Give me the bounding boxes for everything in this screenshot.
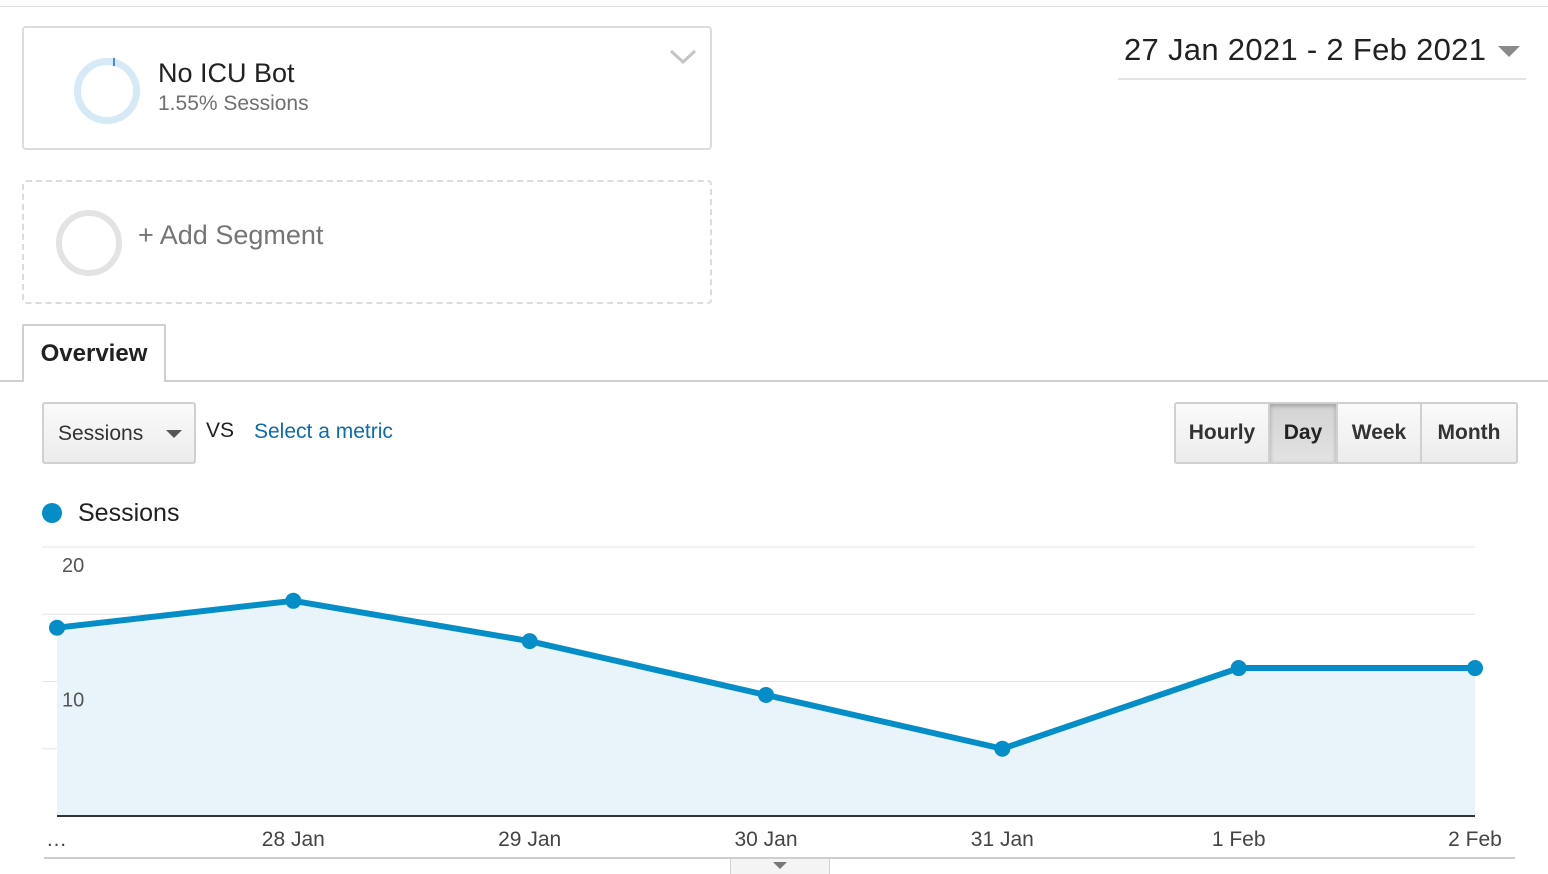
caret-down-icon: [1498, 46, 1520, 57]
chart-expand-handle[interactable]: [730, 858, 830, 874]
data-point-31-jan: [994, 740, 1011, 757]
legend-series-swatch: [42, 503, 62, 523]
metric-select[interactable]: Sessions: [42, 402, 196, 464]
segment-name: No ICU Bot: [158, 58, 295, 88]
x-tick-label: 28 Jan: [262, 828, 325, 851]
chevron-down-icon[interactable]: [668, 46, 698, 66]
tab-bar-divider: [0, 380, 1548, 382]
top-divider: [0, 6, 1548, 7]
caret-down-icon: [773, 862, 787, 869]
x-tick-label: 2 Feb: [1448, 828, 1502, 851]
vs-label: VS: [206, 419, 235, 442]
segment-share-ring-icon: [74, 58, 140, 124]
tab-overview-label: Overview: [40, 340, 148, 367]
empty-segment-ring-icon: [56, 210, 122, 276]
segment-share-indicator: [113, 58, 115, 66]
x-tick-label: 1 Feb: [1212, 828, 1266, 851]
date-range-picker[interactable]: 27 Jan 2021 - 2 Feb 2021: [1118, 30, 1526, 80]
data-point-2-feb: [1467, 660, 1483, 677]
data-point-27-jan: [49, 619, 65, 636]
granularity-toggle-group: Hourly Day Week Month: [1174, 402, 1518, 464]
x-tick-label: …: [46, 828, 67, 851]
series-area: [57, 600, 1475, 816]
x-tick-label: 29 Jan: [498, 828, 561, 851]
tab-overview[interactable]: Overview: [22, 324, 166, 382]
hourly-button[interactable]: Hourly: [1176, 404, 1270, 462]
data-point-28-jan: [285, 592, 302, 609]
add-segment-card[interactable]: + Add Segment: [22, 180, 712, 304]
date-range-label: 27 Jan 2021 - 2 Feb 2021: [1124, 32, 1487, 67]
y-tick-label: 10: [62, 690, 84, 712]
caret-down-icon: [166, 430, 182, 438]
x-tick-label: 30 Jan: [734, 828, 797, 851]
segment-share: 1.55% Sessions: [158, 92, 309, 115]
data-point-1-feb: [1230, 660, 1247, 677]
day-button[interactable]: Day: [1270, 404, 1338, 462]
segment-card[interactable]: No ICU Bot 1.55% Sessions: [22, 26, 712, 150]
select-secondary-metric-link[interactable]: Select a metric: [254, 420, 393, 443]
month-button[interactable]: Month: [1422, 404, 1516, 462]
metric-select-value: Sessions: [58, 422, 144, 445]
data-point-29-jan: [521, 633, 538, 650]
data-point-30-jan: [758, 686, 774, 703]
week-button[interactable]: Week: [1338, 404, 1422, 462]
y-tick-label: 20: [62, 555, 84, 577]
x-tick-label: 31 Jan: [971, 828, 1034, 851]
add-segment-label: + Add Segment: [138, 220, 324, 250]
legend-series-label: Sessions: [78, 499, 180, 527]
